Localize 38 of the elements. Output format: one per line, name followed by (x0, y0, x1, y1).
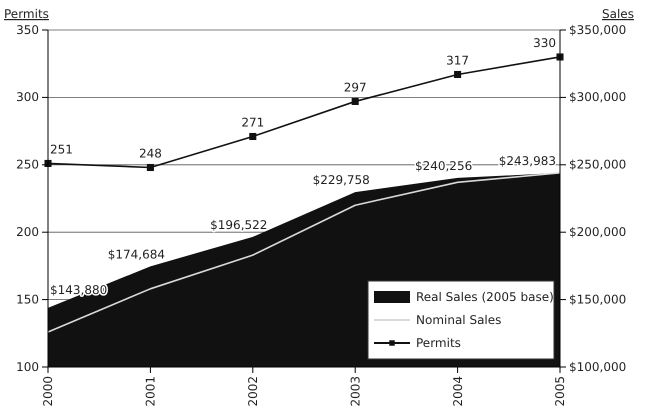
x-tick-label: 2003 (348, 376, 362, 407)
point (454, 70, 462, 78)
y-tick-label: 100 (16, 360, 39, 374)
data-label: $196,522 (210, 218, 268, 232)
data-label: 297 (344, 80, 367, 94)
data-label: 317 (446, 53, 470, 68)
y-axis-title: Permits (4, 7, 49, 21)
legend-label: Nominal Sales (416, 313, 502, 328)
legend-label: Real Sales (2005 base) (416, 290, 554, 304)
y2-tick-label: $250,000 (569, 158, 626, 172)
y-tick-label: 300 (16, 90, 39, 104)
data-label: 330 (533, 36, 556, 50)
point (249, 132, 256, 140)
data-label: $174,684 (108, 247, 166, 262)
y2-tick-label: $150,000 (569, 292, 626, 306)
data-label: $243,983 (498, 154, 556, 168)
data-label: 251 (50, 142, 73, 156)
y2-tick-label: $100,000 (569, 360, 626, 374)
x-tick-label: 2002 (246, 376, 260, 407)
y-tick-label: 350 (16, 22, 39, 37)
y-tick-label: 250 (16, 158, 39, 172)
data-label: 248 (138, 146, 162, 160)
x-tick-label: 2005 (553, 376, 568, 407)
point (352, 98, 359, 105)
y2-tick-label: $350,000 (569, 22, 626, 37)
y2-tick-label: $300,000 (569, 90, 626, 104)
x-tick-label: 2000 (41, 376, 56, 407)
line-series (47, 172, 561, 333)
data-label: $229,758 (312, 173, 370, 188)
y-tick-label: 150 (16, 292, 39, 306)
x-tick-label: 2004 (450, 376, 465, 407)
point (146, 164, 154, 172)
legend-label: Permits (416, 336, 461, 350)
y2-axis-title: Sales (602, 7, 634, 21)
x-tick-label: 2001 (144, 376, 158, 407)
data-label: 271 (241, 115, 264, 130)
y2-tick-label: $200,000 (569, 225, 626, 240)
y-tick-label: 200 (16, 225, 39, 240)
